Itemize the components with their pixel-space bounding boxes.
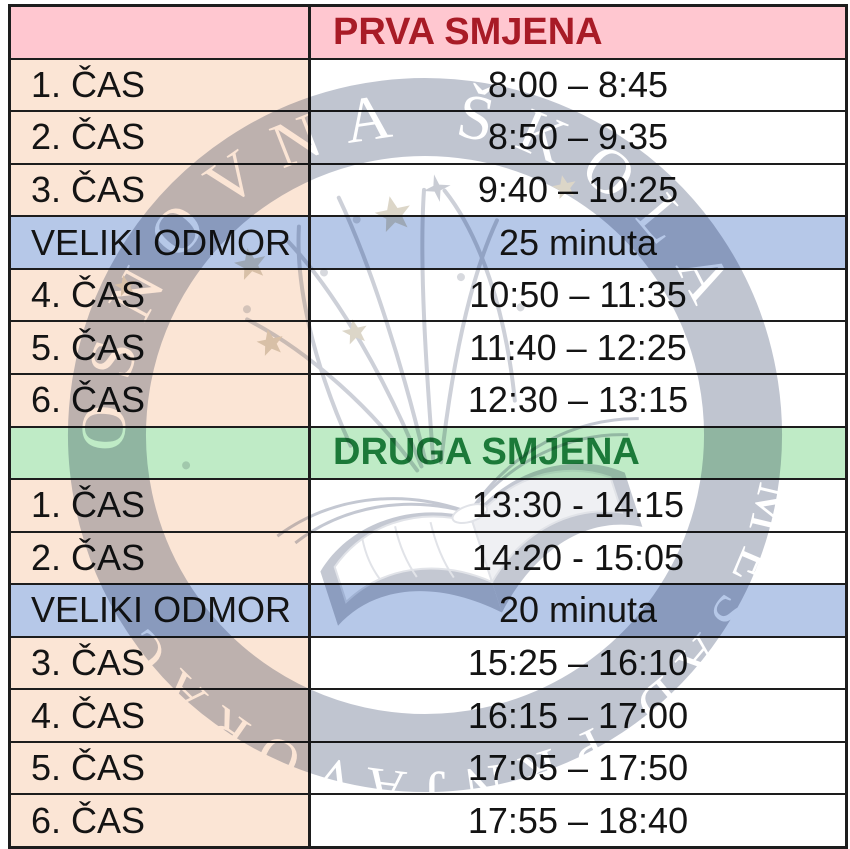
table-row: 6. ČAS 12:30 – 13:15 — [11, 374, 845, 428]
period-cell: 3. ČAS — [11, 637, 311, 689]
period-cell: 4. ČAS — [11, 269, 311, 321]
bell-schedule-table: PRVA SMJENA 1. ČAS 8:00 – 8:45 2. ČAS 8:… — [8, 4, 848, 849]
time-cell: 10:50 – 11:35 — [311, 269, 845, 321]
table-row: 2. ČAS 8:50 – 9:35 — [11, 112, 845, 165]
period-cell: 1. ČAS — [11, 480, 311, 531]
table-row: 2. ČAS 14:20 - 15:05 — [11, 532, 845, 586]
time-cell: 16:15 – 17:00 — [311, 690, 845, 741]
time-cell: 11:40 – 12:25 — [311, 322, 845, 373]
table-row: 5. ČAS 11:40 – 12:25 — [11, 322, 845, 375]
table-row: 3. ČAS 15:25 – 16:10 — [11, 637, 845, 691]
period-cell: 5. ČAS — [11, 742, 311, 794]
time-cell: 8:50 – 9:35 — [311, 112, 845, 163]
table-row: 4. ČAS 10:50 – 11:35 — [11, 269, 845, 323]
period-cell: 2. ČAS — [11, 532, 311, 584]
period-cell: VELIKI ODMOR — [11, 585, 311, 636]
period-cell — [11, 7, 311, 58]
table-row-break: VELIKI ODMOR 25 minuta — [11, 217, 845, 270]
period-cell: 1. ČAS — [11, 59, 311, 111]
time-cell: 8:00 – 8:45 — [311, 59, 845, 111]
shift-header-cell: PRVA SMJENA — [311, 7, 845, 58]
period-cell — [11, 427, 311, 479]
table-row-shift2-header: DRUGA SMJENA — [11, 427, 845, 481]
table-row-break: VELIKI ODMOR 20 minuta — [11, 585, 845, 638]
table-row-shift1-header: PRVA SMJENA — [11, 7, 845, 60]
time-cell: 17:05 – 17:50 — [311, 742, 845, 794]
table-row: 4. ČAS 16:15 – 17:00 — [11, 690, 845, 743]
period-cell: 3. ČAS — [11, 164, 311, 216]
time-cell: 15:25 – 16:10 — [311, 637, 845, 689]
period-cell: 6. ČAS — [11, 795, 311, 846]
time-cell: 12:30 – 13:15 — [311, 374, 845, 426]
period-cell: 4. ČAS — [11, 690, 311, 741]
time-cell: 25 minuta — [311, 217, 845, 268]
table-row: 3. ČAS 9:40 – 10:25 — [11, 164, 845, 218]
period-cell: 6. ČAS — [11, 374, 311, 426]
time-cell: 17:55 – 18:40 — [311, 795, 845, 846]
time-cell: 14:20 - 15:05 — [311, 532, 845, 584]
table-row: 1. ČAS 13:30 - 14:15 — [11, 480, 845, 533]
shift-header-cell: DRUGA SMJENA — [311, 427, 845, 479]
period-cell: VELIKI ODMOR — [11, 217, 311, 268]
table-row: 5. ČAS 17:05 – 17:50 — [11, 742, 845, 796]
table-row: 1. ČAS 8:00 – 8:45 — [11, 59, 845, 113]
time-cell: 9:40 – 10:25 — [311, 164, 845, 216]
period-cell: 2. ČAS — [11, 112, 311, 163]
table-row: 6. ČAS 17:55 – 18:40 — [11, 795, 845, 846]
time-cell: 20 minuta — [311, 585, 845, 636]
time-cell: 13:30 - 14:15 — [311, 480, 845, 531]
period-cell: 5. ČAS — [11, 322, 311, 373]
